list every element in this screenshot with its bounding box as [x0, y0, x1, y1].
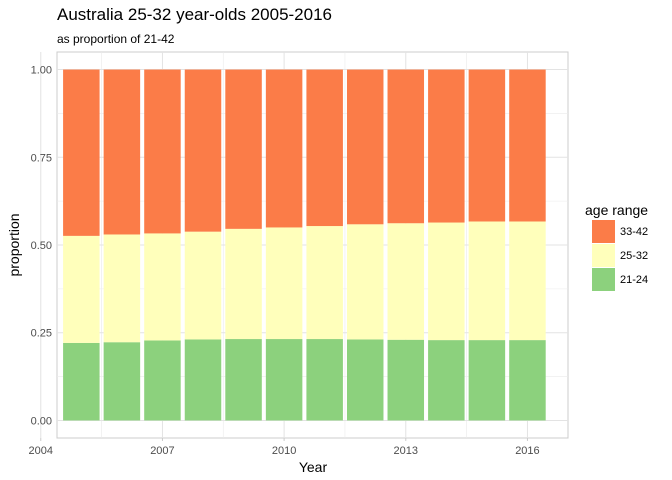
y-tick-label: 0.75	[31, 152, 52, 164]
bar-25-32-2005	[63, 235, 100, 343]
bar-25-32-2010	[265, 227, 303, 340]
bar-21-24-2016	[509, 340, 546, 421]
bar-33-42-2014	[428, 69, 465, 223]
bar-33-42-2008	[184, 69, 222, 232]
x-tick-label: 2010	[272, 445, 296, 457]
bar-33-42-2012	[346, 69, 384, 225]
x-tick-label: 2007	[150, 445, 174, 457]
x-axis: 2004 2007 2010 2013 2016	[29, 438, 540, 457]
x-tick-label: 2016	[515, 445, 539, 457]
bar-25-32-2013	[387, 223, 425, 340]
bar-33-42-2010	[265, 69, 303, 228]
bar-33-42-2007	[144, 69, 181, 234]
bar-33-42-2006	[103, 69, 141, 235]
bar-33-42-2009	[225, 69, 262, 229]
bar-25-32-2016	[509, 221, 546, 341]
bar-21-24-2013	[387, 339, 425, 421]
bar-25-32-2012	[346, 224, 384, 340]
y-tick-label: 0.25	[31, 328, 52, 340]
legend-label-33-42: 33-42	[620, 226, 648, 238]
y-tick-label: 0.00	[31, 415, 52, 427]
bar-21-24-2009	[225, 339, 262, 421]
legend-key-21-24	[592, 268, 615, 291]
bar-25-32-2008	[184, 231, 222, 340]
bar-21-24-2007	[144, 340, 181, 421]
bar-21-24-2015	[468, 340, 506, 421]
legend-label-25-32: 25-32	[620, 250, 648, 262]
y-axis-title: proportion	[6, 213, 22, 276]
legend-key-33-42	[592, 220, 615, 243]
bar-33-42-2015	[468, 69, 506, 222]
chart-title: Australia 25-32 year-olds 2005-2016	[57, 5, 332, 24]
legend-key-25-32	[592, 244, 615, 267]
bar-25-32-2006	[103, 234, 141, 343]
legend-label-21-24: 21-24	[620, 274, 648, 286]
bar-33-42-2005	[63, 69, 100, 236]
bar-33-42-2013	[387, 69, 425, 224]
bar-21-24-2010	[265, 339, 303, 421]
bar-25-32-2009	[225, 228, 262, 340]
bar-21-24-2005	[63, 342, 100, 421]
bar-25-32-2007	[144, 233, 181, 341]
bar-21-24-2008	[184, 339, 222, 421]
bars	[63, 69, 546, 421]
bar-21-24-2006	[103, 342, 141, 421]
bar-21-24-2014	[428, 340, 465, 421]
x-tick-label: 2004	[29, 445, 53, 457]
y-axis: 0.00 0.25 0.50 0.75 1.00	[31, 65, 52, 428]
bar-21-24-2011	[306, 339, 343, 421]
bar-25-32-2011	[306, 226, 343, 340]
bar-25-32-2014	[428, 222, 465, 341]
bar-25-32-2015	[468, 221, 506, 341]
y-tick-label: 1.00	[31, 65, 52, 77]
plot-panel	[40, 51, 569, 439]
x-axis-title: Year	[299, 459, 328, 475]
bar-33-42-2011	[306, 69, 343, 227]
legend: age range 33-42 25-32 21-24	[585, 202, 648, 291]
bar-33-42-2016	[509, 69, 546, 222]
bar-21-24-2012	[346, 339, 384, 421]
y-tick-label: 0.50	[31, 240, 52, 252]
x-tick-label: 2013	[394, 445, 418, 457]
legend-title: age range	[585, 202, 648, 218]
chart-subtitle: as proportion of 21-42	[57, 32, 175, 46]
